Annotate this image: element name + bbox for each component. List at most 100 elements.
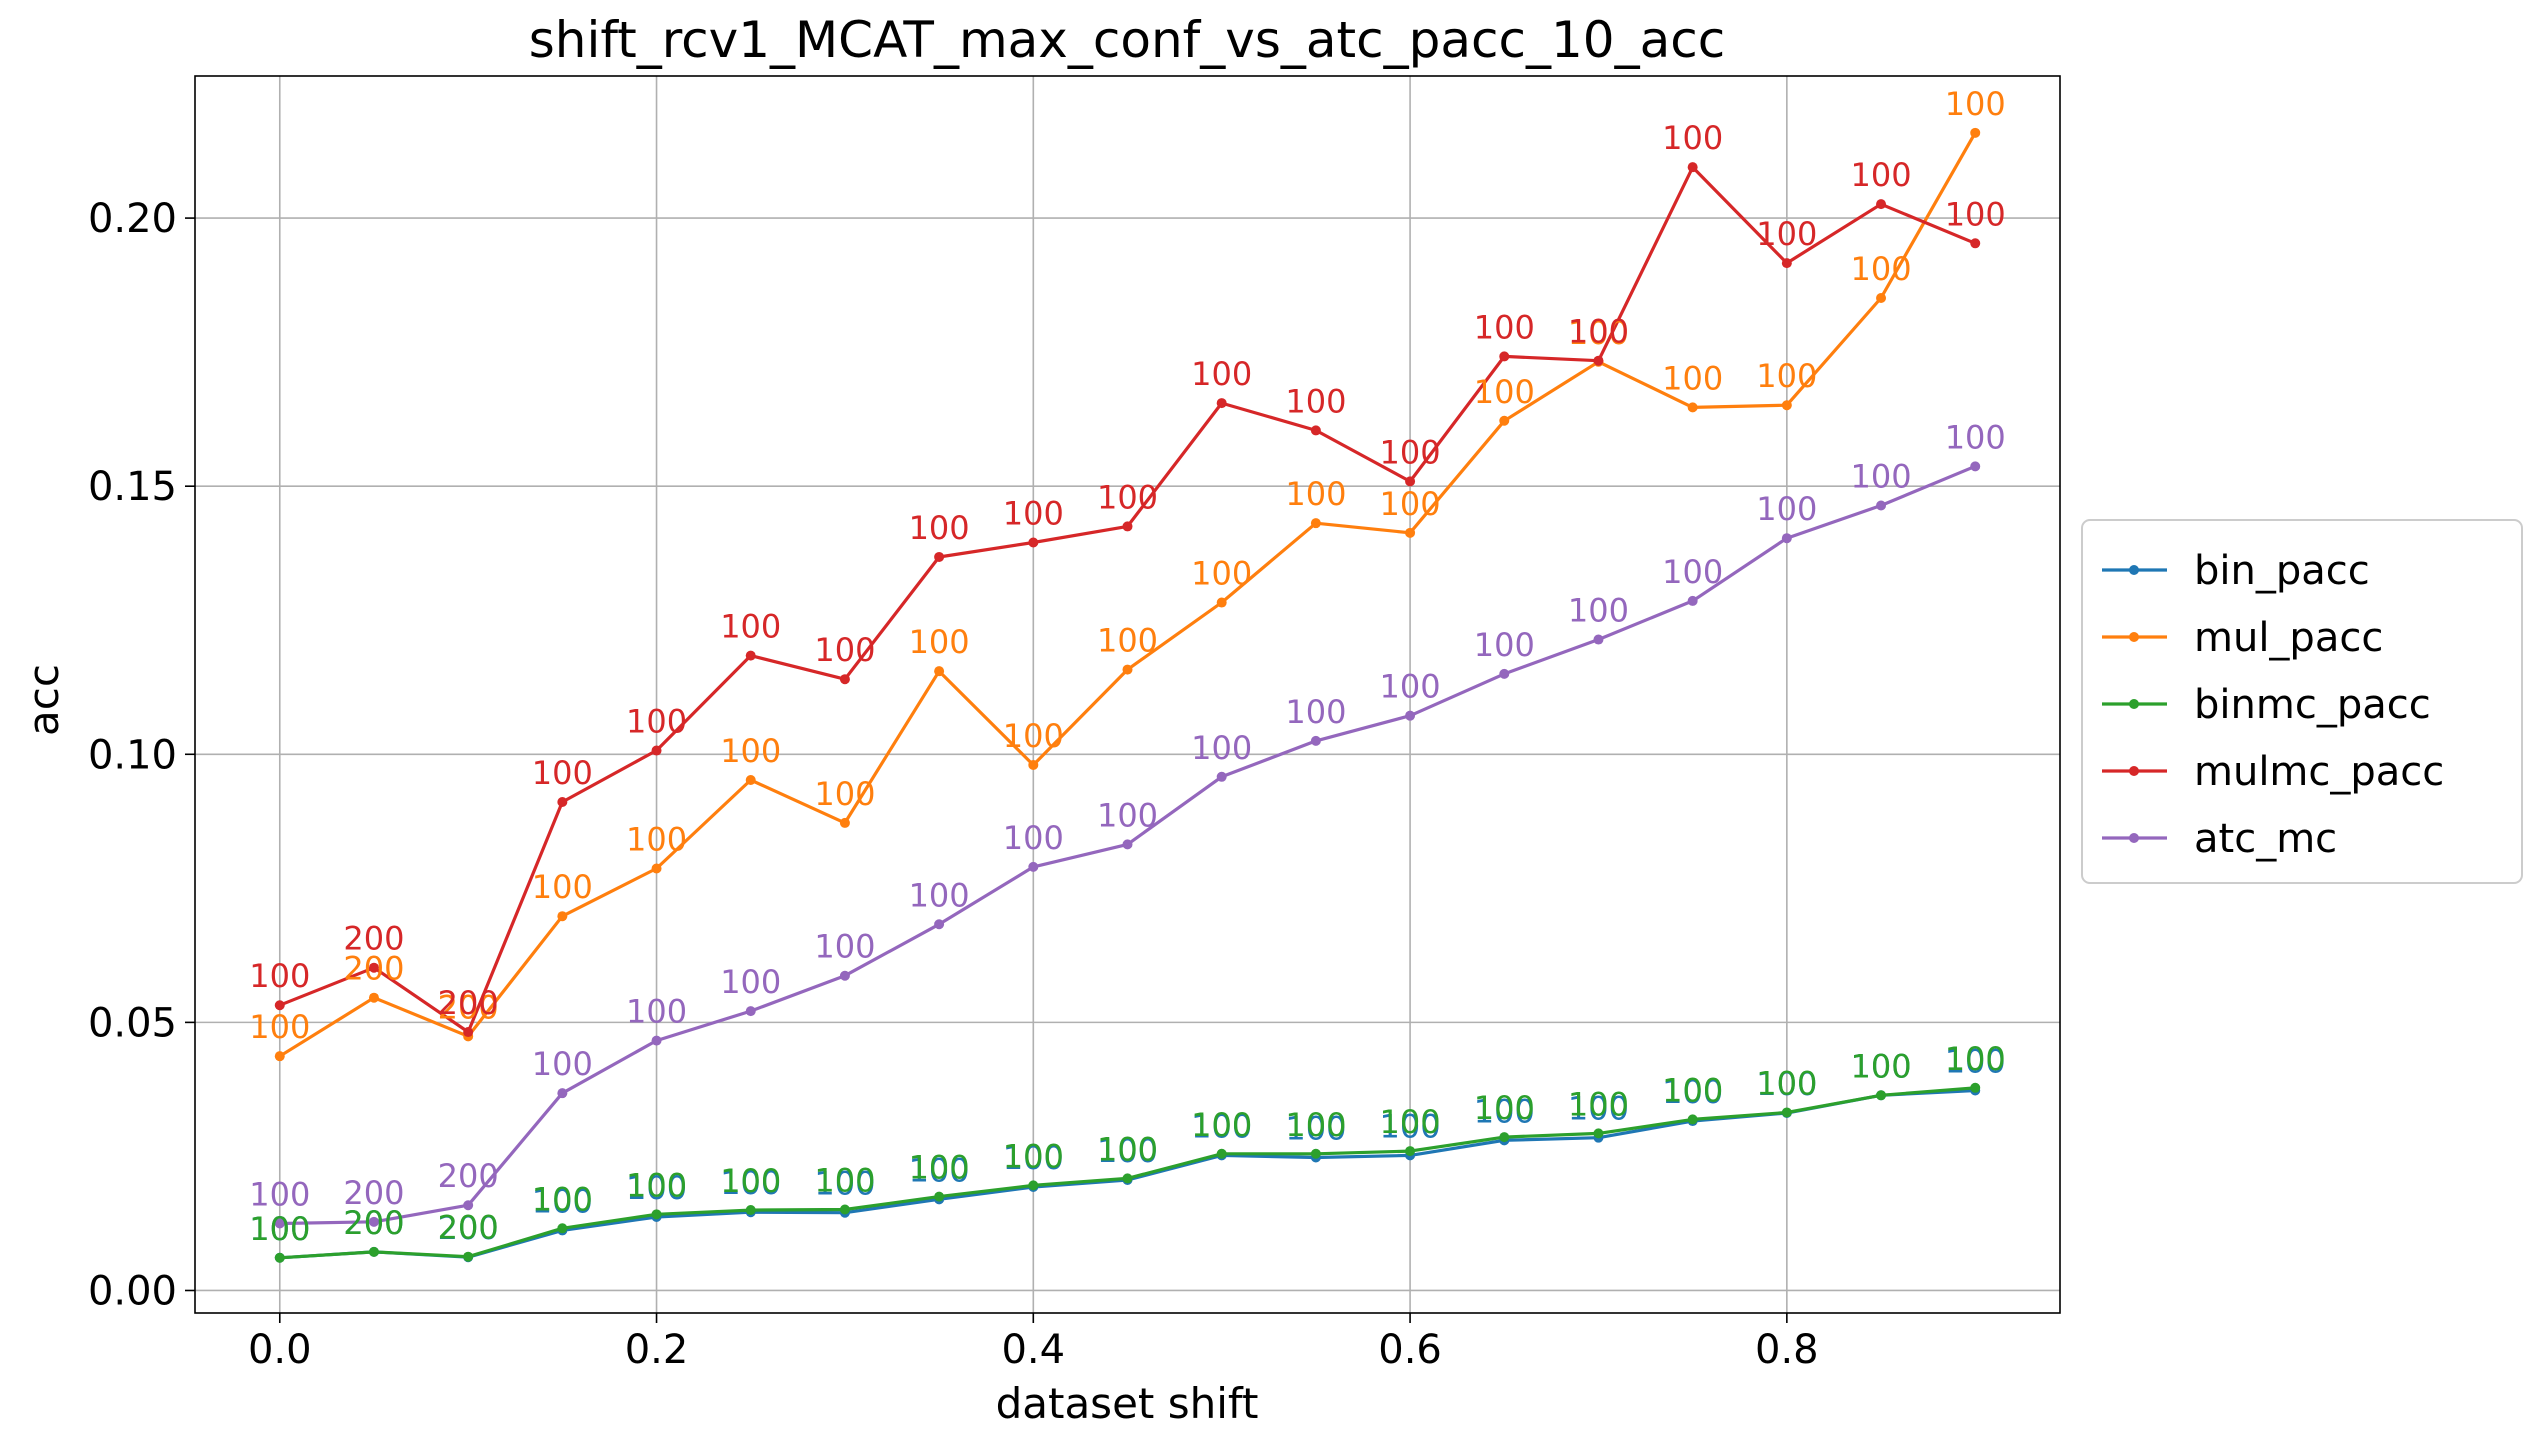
data-point-binmc_pacc [1405,1146,1416,1157]
data-label-binmc_pacc: 100 [1662,1071,1723,1109]
grid [195,76,2060,1313]
data-point-binmc_pacc [557,1223,568,1234]
data-label-mul_pacc: 100 [1097,622,1158,660]
data-point-mul_pacc [1216,597,1227,608]
data-label-binmc_pacc: 100 [626,1166,687,1204]
data-label-atc_mc: 100 [814,928,875,966]
data-label-mulmc_pacc: 100 [532,754,593,792]
data-point-binmc_pacc [1310,1148,1321,1159]
data-label-atc_mc: 200 [438,1157,499,1195]
data-label-mul_pacc: 100 [909,623,970,661]
legend-label-binmc_pacc: binmc_pacc [2194,682,2431,728]
data-label-binmc_pacc: 100 [814,1162,875,1200]
data-label-mul_pacc: 100 [1945,85,2006,123]
data-point-binmc_pacc [1876,1090,1887,1101]
data-label-bin_pacc: 100 [1474,1092,1535,1130]
data-point-mulmc_pacc [1781,258,1792,269]
legend-marker-binmc_pacc [2129,699,2139,709]
data-label-binmc_pacc: 100 [1380,1103,1441,1141]
data-point-mul_pacc [1876,292,1887,303]
data-point-binmc_pacc [1216,1148,1227,1159]
data-label-mul_pacc: 100 [814,775,875,813]
plot-area [195,76,2060,1313]
data-label-mulmc_pacc: 200 [343,920,404,958]
data-point-mul_pacc [651,863,662,874]
series-binmc_pacc [274,1082,1981,1263]
data-label-bin_pacc: 200 [438,1209,499,1247]
data-label-mulmc_pacc: 100 [1380,433,1441,471]
data-point-atc_mc [1687,595,1698,606]
data-point-atc_mc [934,919,945,930]
data-point-mul_pacc [1781,400,1792,411]
data-point-mulmc_pacc [1405,476,1416,487]
data-point-mulmc_pacc [1499,351,1510,362]
data-point-binmc_pacc [1028,1180,1039,1191]
data-label-bin_pacc: 100 [1945,1042,2006,1080]
data-label-binmc_pacc: 100 [1568,1085,1629,1123]
data-label-mulmc_pacc: 100 [1097,478,1158,516]
data-label-bin_pacc: 100 [909,1151,970,1189]
legend-marker-mul_pacc [2129,632,2139,642]
y-tick-label: 0.10 [88,732,177,778]
data-point-atc_mc [1970,461,1981,472]
data-label-atc_mc: 100 [1474,626,1535,664]
data-point-mulmc_pacc [1687,162,1698,173]
data-label-bin_pacc: 100 [1285,1110,1346,1148]
legend-marker-atc_mc [2129,833,2139,843]
data-point-mulmc_pacc [557,797,568,808]
y-tick-label: 0.20 [88,196,177,242]
legend-label-bin_pacc: bin_pacc [2194,548,2370,594]
y-axis: 0.00 0.05 0.10 0.15 0.20 [88,196,195,1314]
data-point-mul_pacc [745,775,756,786]
data-label-mulmc_pacc: 100 [909,509,970,547]
data-label-binmc_pacc: 100 [1756,1064,1817,1102]
data-point-binmc_pacc [745,1205,756,1216]
data-label-mulmc_pacc: 100 [1662,119,1723,157]
data-label-bin_pacc: 100 [1756,1065,1817,1103]
data-point-mulmc_pacc [274,1000,285,1011]
data-label-atc_mc: 100 [1097,796,1158,834]
data-point-mul_pacc [1122,664,1133,675]
data-label-atc_mc: 100 [1380,668,1441,706]
data-point-binmc_pacc [651,1209,662,1220]
legend-label-mulmc_pacc: mulmc_pacc [2194,749,2444,795]
data-label-mul_pacc: 100 [249,1008,310,1046]
data-label-mul_pacc: 100 [1756,357,1817,395]
legend-marker-mulmc_pacc [2129,766,2139,776]
data-label-mulmc_pacc: 100 [1850,156,1911,194]
data-point-binmc_pacc [1687,1114,1698,1125]
data-point-mulmc_pacc [1216,398,1227,409]
data-label-mul_pacc: 100 [1474,373,1535,411]
data-label-mul_pacc: 200 [438,988,499,1026]
data-label-atc_mc: 100 [1662,553,1723,591]
data-label-atc_mc: 100 [720,963,781,1001]
data-point-atc_mc [1593,634,1604,645]
data-label-binmc_pacc: 100 [1003,1137,1064,1175]
data-point-atc_mc [368,1216,379,1227]
data-label-bin_pacc: 100 [720,1164,781,1202]
data-label-mulmc_pacc: 100 [1568,313,1629,351]
data-label-mulmc_pacc: 100 [814,631,875,669]
data-label-binmc_pacc: 100 [1285,1106,1346,1144]
data-label-bin_pacc: 100 [1380,1107,1441,1145]
data-point-atc_mc [274,1218,285,1229]
data-point-binmc_pacc [1122,1173,1133,1184]
data-point-binmc_pacc [934,1191,945,1202]
data-label-mulmc_pacc: 100 [626,703,687,741]
data-point-atc_mc [1876,500,1887,511]
data-point-mul_pacc [839,817,850,828]
data-label-binmc_pacc: 100 [1850,1047,1911,1085]
data-label-mul_pacc: 100 [720,732,781,770]
data-label-binmc_pacc: 100 [1945,1040,2006,1078]
data-point-atc_mc [1310,735,1321,746]
x-tick-label: 0.2 [625,1327,689,1373]
data-label-atc_mc: 100 [1756,490,1817,528]
y-tick-label: 0.15 [88,464,177,510]
data-point-mul_pacc [1405,527,1416,538]
data-point-mul_pacc [1687,402,1698,413]
y-tick-label: 0.05 [88,1000,177,1046]
data-point-atc_mc [1122,839,1133,850]
data-label-atc_mc: 100 [1850,457,1911,495]
data-label-mulmc_pacc: 100 [720,608,781,646]
data-point-atc_mc [1499,668,1510,679]
